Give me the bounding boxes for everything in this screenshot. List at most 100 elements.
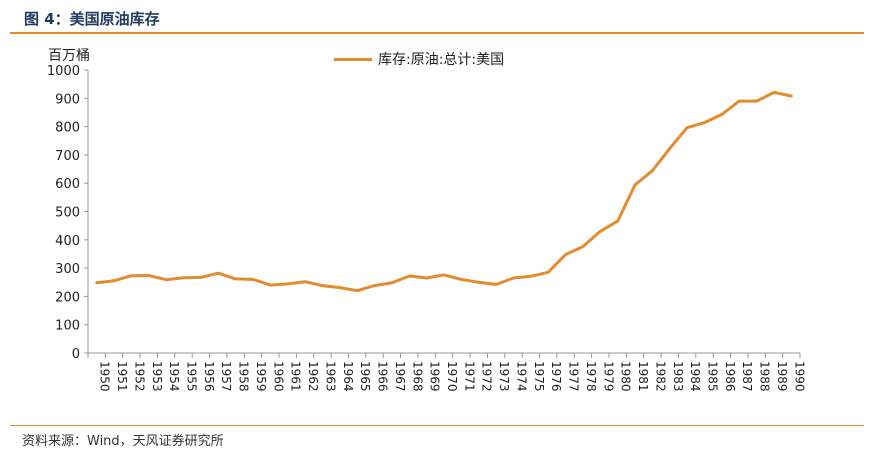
data-point	[321, 284, 324, 287]
x-tick-label: 1957	[219, 361, 233, 392]
data-point	[512, 276, 515, 280]
x-tick-label: 1990	[792, 361, 806, 392]
y-tick-label: 700	[55, 149, 80, 164]
figure-title: 图 4：美国原油库存	[24, 10, 160, 28]
data-point	[390, 281, 394, 285]
y-tick-label: 100	[55, 319, 80, 334]
x-tick-label: 1952	[132, 361, 146, 392]
chart-legend: 库存:原油:总计:美国	[334, 49, 504, 69]
x-tick-label: 1968	[410, 361, 424, 392]
y-tick-label: 800	[55, 121, 80, 136]
data-point	[668, 147, 671, 150]
data-point	[408, 274, 411, 278]
x-tick-label: 1965	[358, 361, 372, 392]
x-tick-label: 1962	[306, 361, 320, 392]
x-tick-label: 1971	[462, 361, 476, 392]
data-point	[703, 121, 706, 124]
data-point	[199, 276, 203, 279]
x-tick-label: 1960	[271, 361, 285, 392]
data-point	[217, 271, 220, 275]
x-tick-label: 1973	[497, 361, 511, 392]
data-point	[442, 273, 446, 277]
legend-label: 库存:原油:总计:美国	[378, 52, 505, 68]
x-tick-label: 1955	[185, 361, 199, 392]
data-point	[269, 283, 272, 287]
data-point	[251, 278, 255, 281]
x-tick-label: 1972	[480, 361, 494, 392]
x-tick-label: 1961	[289, 361, 303, 392]
y-axis-label: 百万桶	[48, 48, 90, 64]
data-point	[616, 219, 619, 223]
x-tick-label: 1950	[98, 361, 112, 392]
legend-swatch	[334, 57, 372, 61]
x-tick-label: 1967	[393, 361, 407, 392]
x-tick-label: 1969	[428, 361, 442, 392]
top-divider	[10, 32, 864, 34]
x-tick-label: 1977	[567, 361, 581, 392]
x-tick-label: 1966	[376, 361, 390, 392]
y-tick-label: 600	[55, 177, 80, 192]
x-tick-label: 1974	[514, 361, 528, 392]
y-tick-label: 0	[72, 347, 80, 362]
data-point	[633, 183, 637, 187]
x-tick-label: 1975	[532, 361, 546, 392]
x-tick-label: 1951	[115, 361, 129, 392]
data-point	[494, 283, 498, 286]
data-point	[529, 275, 533, 278]
data-point	[355, 289, 359, 292]
data-point	[790, 94, 793, 98]
data-point	[112, 279, 116, 283]
y-tick-label: 400	[55, 234, 80, 249]
bottom-divider	[10, 425, 864, 426]
data-point	[477, 281, 480, 284]
data-point	[772, 91, 776, 94]
data-point	[651, 169, 654, 172]
data-point	[460, 278, 463, 281]
x-tick-label: 1982	[653, 361, 667, 392]
y-tick-label: 900	[55, 92, 80, 107]
data-point	[685, 126, 689, 129]
x-tick-label: 1985	[705, 361, 719, 392]
data-point	[546, 271, 550, 274]
x-tick-label: 1959	[254, 361, 268, 392]
x-tick-label: 1976	[549, 361, 563, 392]
data-point	[738, 99, 741, 103]
data-point	[581, 245, 585, 248]
data-point	[286, 282, 289, 286]
y-tick-label: 1000	[47, 64, 80, 79]
x-tick-label: 1987	[740, 361, 754, 392]
x-tick-label: 1964	[341, 361, 355, 392]
data-point	[720, 113, 724, 116]
x-tick-label: 1963	[323, 361, 337, 392]
x-tick-label: 1958	[237, 361, 251, 392]
x-tick-label: 1986	[723, 361, 737, 392]
x-tick-label: 1980	[619, 361, 633, 392]
data-point	[147, 274, 150, 277]
data-point	[373, 284, 376, 287]
data-point	[303, 280, 307, 283]
data-point	[234, 277, 237, 281]
data-point	[425, 276, 428, 280]
x-tick-label: 1988	[758, 361, 772, 392]
x-tick-label: 1984	[688, 361, 702, 392]
data-point	[599, 230, 602, 233]
x-tick-label: 1954	[167, 361, 181, 392]
data-point	[338, 286, 342, 289]
x-tick-label: 1983	[671, 361, 685, 392]
x-tick-label: 1981	[636, 361, 650, 392]
x-tick-label: 1956	[202, 361, 216, 392]
y-tick-label: 200	[55, 290, 80, 305]
x-tick-label: 1979	[601, 361, 615, 392]
data-point	[130, 274, 133, 277]
data-point	[164, 278, 168, 281]
data-point	[564, 253, 567, 256]
data-point	[182, 276, 185, 279]
x-tick-label: 1953	[150, 361, 164, 392]
y-tick-label: 500	[55, 206, 80, 221]
source-note: 资料来源：Wind，天风证券研究所	[22, 434, 224, 449]
x-tick-label: 1970	[445, 361, 459, 392]
x-tick-label: 1978	[584, 361, 598, 392]
data-point	[95, 281, 98, 285]
data-point	[755, 99, 758, 103]
